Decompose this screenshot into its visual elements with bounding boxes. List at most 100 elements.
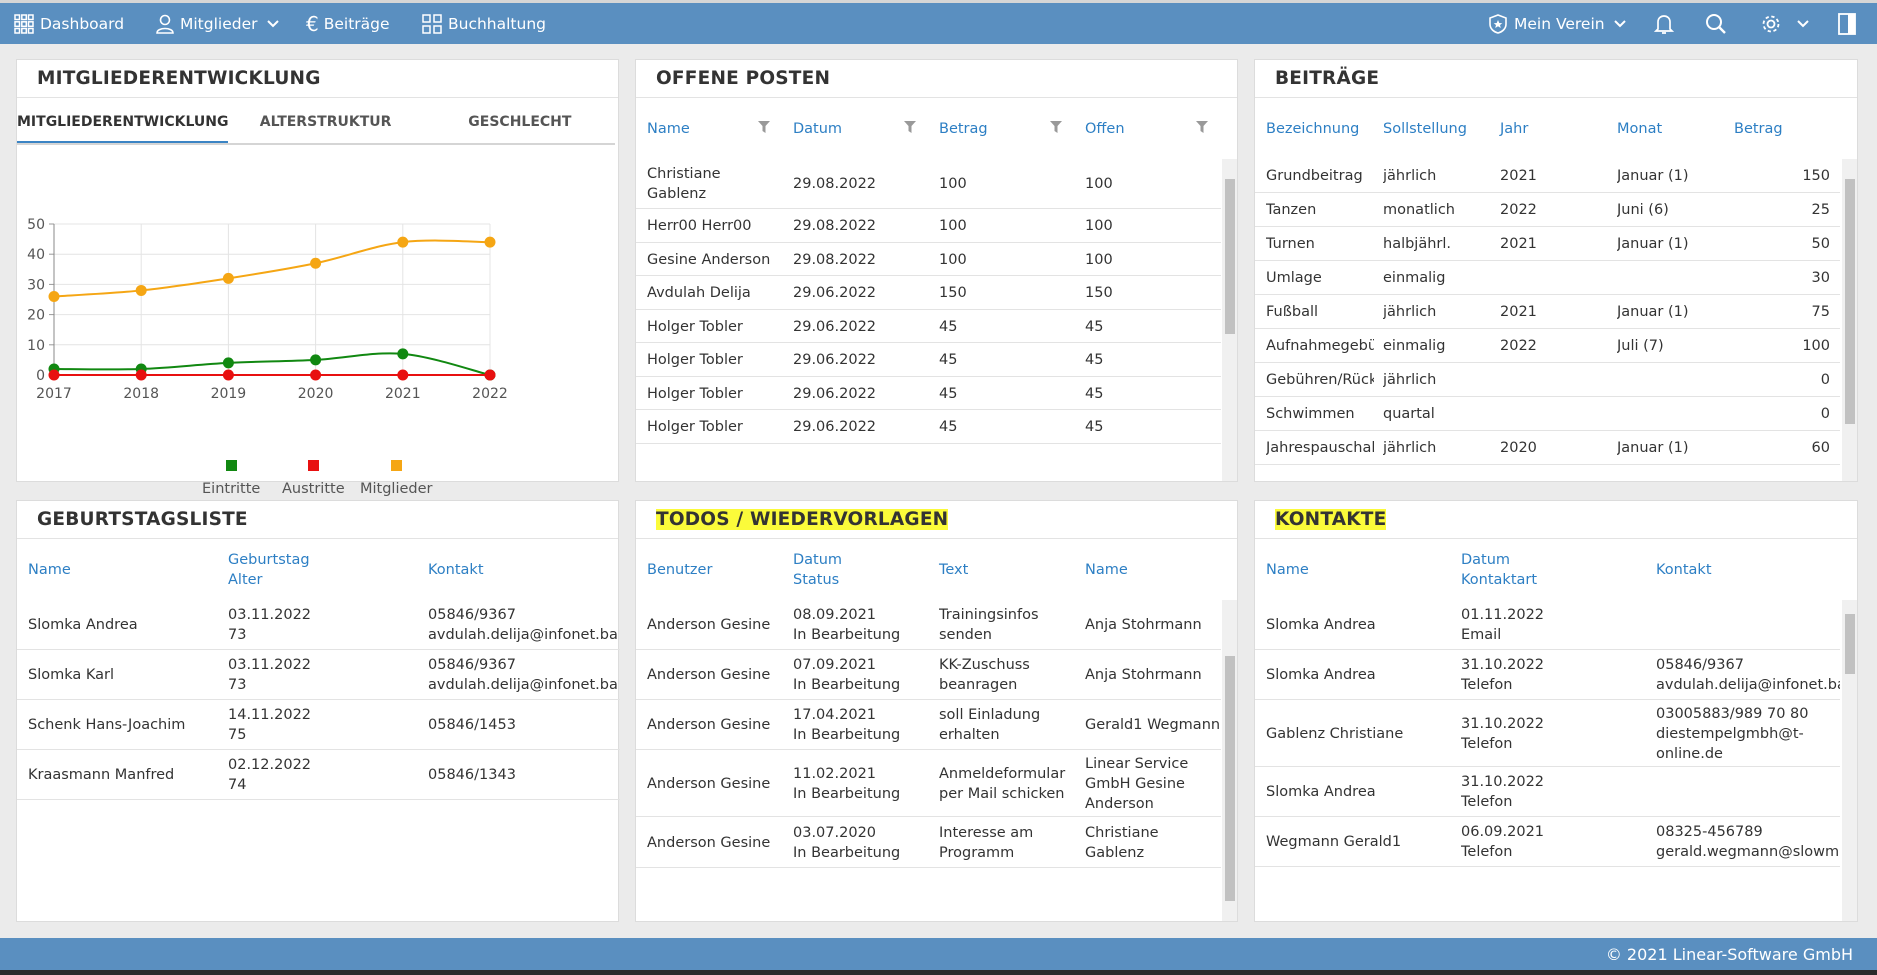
- notifications-button[interactable]: [1654, 3, 1680, 44]
- cell-text: Grundbeitrag: [1266, 168, 1363, 184]
- column-header-text[interactable]: Text: [939, 562, 969, 578]
- column-header-offen[interactable]: Offen: [1085, 121, 1125, 137]
- cell-betrag: 45: [939, 317, 1079, 337]
- column-header-geburtstag[interactable]: Geburtstag Alter: [228, 540, 310, 600]
- cell-text: 05846/1453: [428, 717, 516, 733]
- table-row[interactable]: Slomka Andrea 31.10.2022 Telefon 05846/9367…: [1255, 650, 1840, 700]
- scrollbar-thumb[interactable]: [1845, 614, 1855, 674]
- legend-eintritte[interactable]: Eintritte: [202, 460, 260, 497]
- row-divider: [1255, 649, 1840, 650]
- table-row[interactable]: Slomka Karl 03.11.2022 73 05846/9367 avdulah…: [17, 650, 620, 700]
- cell-text: 29.08.2022: [793, 218, 877, 234]
- settings-menu-button[interactable]: [1760, 3, 1816, 44]
- column-header-name[interactable]: Name: [1085, 562, 1128, 578]
- table-row[interactable]: Jahrespauschale jährlich 2020 Januar (1) 60: [1255, 431, 1840, 465]
- column-header-benutzer[interactable]: Benutzer: [647, 562, 713, 578]
- table-row[interactable]: Anderson Gesine 08.09.2021 In Bearbeitung T…: [636, 600, 1221, 650]
- column-header-name[interactable]: Name: [1266, 562, 1309, 578]
- nav-beitraege[interactable]: € Beiträge: [306, 3, 390, 44]
- column-header-betrag[interactable]: Betrag: [939, 121, 988, 137]
- cell-text: 45: [1085, 386, 1104, 402]
- column-header-monat[interactable]: Monat: [1617, 121, 1663, 137]
- tab-altersstruktur[interactable]: ALTERSTRUKTUR: [259, 114, 392, 130]
- table-row[interactable]: Christiane Gablenz 29.08.2022 100 100: [636, 159, 1221, 209]
- table-row[interactable]: Gablenz Christiane 31.10.2022 Telefon 03005…: [1255, 700, 1840, 767]
- table-row[interactable]: Kraasmann Manfred 02.12.2022 74 05846/1343: [17, 750, 620, 800]
- table-row[interactable]: Turnen halbjährl. 2021 Januar (1) 50: [1255, 227, 1840, 261]
- sidebar-toggle-button[interactable]: [1838, 3, 1862, 44]
- table-row[interactable]: Umlage einmalig 30: [1255, 261, 1840, 295]
- column-header-kontakt[interactable]: Kontakt: [1656, 562, 1712, 578]
- table-row[interactable]: Gebühren/Rücklastschrift jährlich 0: [1255, 363, 1840, 397]
- cell-text: 02.12.2022: [228, 757, 312, 773]
- filter-icon[interactable]: [758, 121, 770, 133]
- column-header-datum[interactable]: Datum: [793, 121, 843, 137]
- table-row[interactable]: Schenk Hans-Joachim 14.11.2022 75 05846/145…: [17, 700, 620, 750]
- cell-text: 45: [939, 319, 958, 335]
- column-header-name[interactable]: Name: [28, 562, 71, 578]
- table-row[interactable]: Anderson Gesine 03.07.2020 In Bearbeitung I…: [636, 817, 1221, 868]
- column-header-jahr[interactable]: Jahr: [1500, 121, 1529, 137]
- cell-datum-art: 01.11.2022 Email: [1461, 605, 1651, 645]
- table-row[interactable]: Holger Tobler 29.06.2022 45 45: [636, 410, 1221, 444]
- search-button[interactable]: [1705, 3, 1733, 44]
- cell-text: Slomka Andrea: [1266, 617, 1376, 633]
- table-row[interactable]: Anderson Gesine 17.04.2021 In Bearbeitung s…: [636, 700, 1221, 750]
- column-header-sollstellung[interactable]: Sollstellung: [1383, 121, 1467, 137]
- cell-text: Januar (1): [1617, 168, 1689, 184]
- table-row[interactable]: Holger Tobler 29.06.2022 45 45: [636, 343, 1221, 377]
- tab-geschlecht[interactable]: GESCHLECHT: [468, 114, 572, 130]
- table-row[interactable]: Tanzen monatlich 2022 Juni (6) 25: [1255, 193, 1840, 227]
- filter-icon[interactable]: [904, 121, 916, 133]
- scrollbar-thumb[interactable]: [1225, 656, 1235, 901]
- table-row[interactable]: Gesine Anderson 29.08.2022 100 100: [636, 243, 1221, 276]
- cell-text: einmalig: [1383, 338, 1446, 354]
- column-header-kontakt[interactable]: Kontakt: [428, 562, 484, 578]
- table-row[interactable]: Slomka Andrea 31.10.2022 Telefon: [1255, 767, 1840, 817]
- cell-text: monatlich: [1383, 202, 1455, 218]
- cell-name: Herr00 Herr00: [647, 216, 787, 236]
- table-row[interactable]: Fußball jährlich 2021 Januar (1) 75: [1255, 295, 1840, 329]
- table-row[interactable]: Schwimmen quartal 0: [1255, 397, 1840, 431]
- scrollbar-thumb[interactable]: [1845, 179, 1855, 424]
- filter-icon[interactable]: [1196, 121, 1208, 133]
- cell-text: In Bearbeitung: [793, 627, 901, 643]
- nav-mein-verein[interactable]: Mein Verein: [1488, 3, 1633, 44]
- scrollbar[interactable]: [1842, 600, 1857, 921]
- table-row[interactable]: Slomka Andrea 01.11.2022 Email: [1255, 600, 1840, 650]
- cell-text: 73: [228, 627, 247, 643]
- table-row[interactable]: Anderson Gesine 11.02.2021 In Bearbeitung A…: [636, 750, 1221, 817]
- table-row[interactable]: Anderson Gesine 07.09.2021 In Bearbeitung K…: [636, 650, 1221, 700]
- cell-text: 03.07.2020: [793, 825, 877, 841]
- table-row[interactable]: Aufnahmegebühr einmalig 2022 Juli (7) 100: [1255, 329, 1840, 363]
- tab-mitgliederentwicklung[interactable]: MITGLIEDERENTWICKLUNG: [17, 99, 229, 144]
- nav-dashboard[interactable]: Dashboard: [14, 3, 124, 44]
- scrollbar[interactable]: [1222, 159, 1237, 481]
- cell-betrag: 30: [1734, 268, 1830, 288]
- column-header-datum[interactable]: Datum Status: [793, 540, 842, 600]
- table-row[interactable]: Wegmann Gerald1 06.09.2021 Telefon 08325-45…: [1255, 817, 1840, 867]
- nav-mitglieder[interactable]: Mitglieder: [156, 3, 286, 44]
- filter-icon[interactable]: [1050, 121, 1062, 133]
- scrollbar[interactable]: [1222, 600, 1237, 921]
- column-header-bezeichnung[interactable]: Bezeichnung: [1266, 121, 1360, 137]
- table-row[interactable]: Holger Tobler 29.06.2022 45 45: [636, 310, 1221, 343]
- scrollbar[interactable]: [1842, 159, 1857, 481]
- cell-text: Slomka Andrea: [1266, 667, 1376, 683]
- panel-geburtstagsliste: GEBURTSTAGSLISTE Name Geburtstag Alter K…: [16, 500, 620, 922]
- cell-benutzer: Anderson Gesine: [647, 665, 787, 685]
- row-divider: [1255, 866, 1840, 867]
- nav-buchhaltung[interactable]: Buchhaltung: [422, 3, 546, 44]
- cell-text: online.de: [1656, 746, 1723, 762]
- legend-austritte[interactable]: Austritte: [282, 460, 345, 497]
- table-row[interactable]: Avdulah Delija 29.06.2022 150 150: [636, 276, 1221, 310]
- column-header-name[interactable]: Name: [647, 121, 690, 137]
- table-row[interactable]: Holger Tobler 29.06.2022 45 45: [636, 377, 1221, 410]
- scrollbar-thumb[interactable]: [1225, 179, 1235, 334]
- column-header-datum[interactable]: Datum Kontaktart: [1461, 540, 1537, 600]
- table-row[interactable]: Herr00 Herr00 29.08.2022 100 100: [636, 209, 1221, 243]
- table-row[interactable]: Grundbeitrag jährlich 2021 Januar (1) 150: [1255, 159, 1840, 193]
- column-header-betrag[interactable]: Betrag: [1734, 121, 1783, 137]
- table-row[interactable]: Slomka Andrea 03.11.2022 73 05846/9367 avdul…: [17, 600, 620, 650]
- legend-mitglieder[interactable]: Mitglieder: [360, 460, 433, 497]
